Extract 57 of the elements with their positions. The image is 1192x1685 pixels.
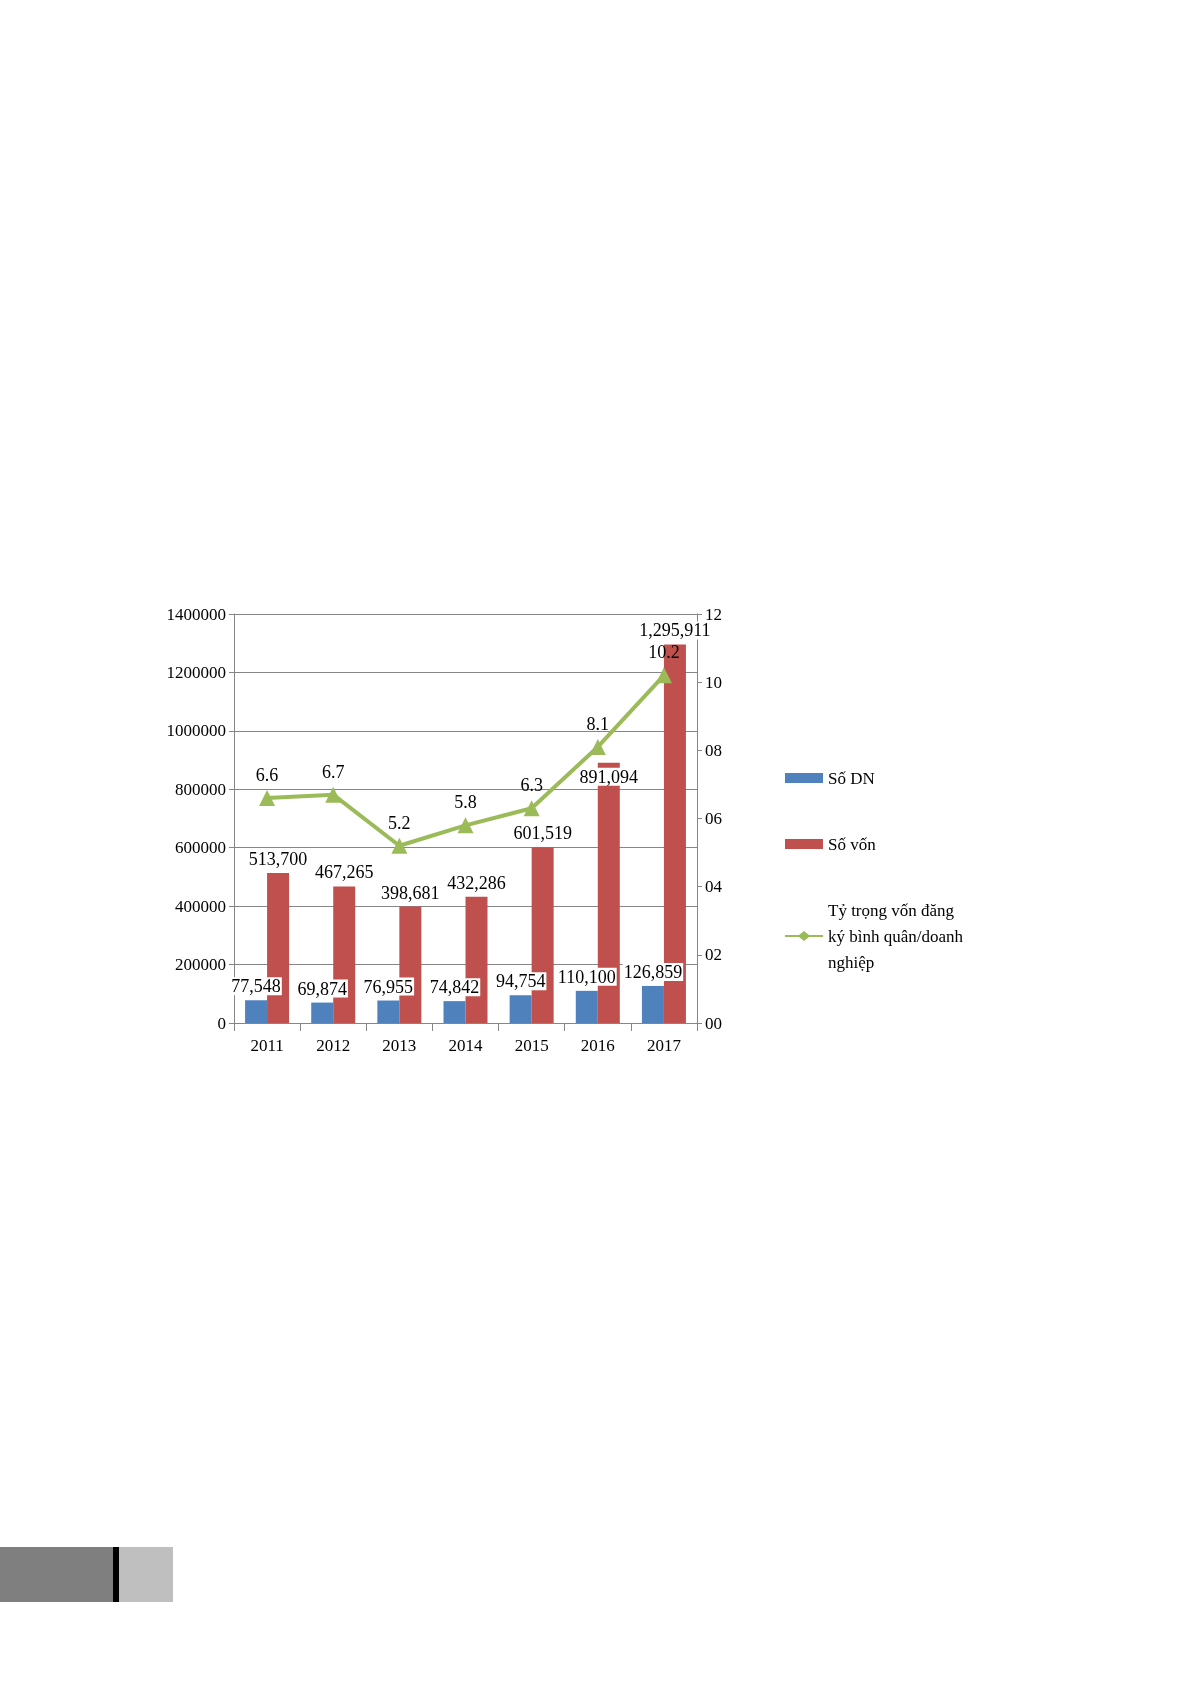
y-tick-label: 200000 [175,955,226,975]
x-tick-label: 2013 [382,1036,417,1055]
data-label: 76,955 [363,976,414,997]
data-label: 94,754 [495,971,546,992]
legend-label: Số DN [828,768,875,788]
data-label: 126,859 [623,961,683,982]
y-tick-label: 400000 [175,896,226,916]
data-label: 601,519 [513,823,572,844]
data-label: 467,265 [314,862,374,883]
y2-tick-label: 06 [705,809,722,828]
y-tick-label: 1000000 [166,721,226,741]
point [655,667,672,684]
bar [245,1000,268,1023]
x-tick-label: 2014 [448,1036,483,1055]
y-tick-label: 800000 [175,779,226,799]
data-label: 1,295,911 [639,620,711,641]
y2-tick-label: 04 [705,877,723,897]
data-label: 6.6 [255,765,279,786]
x-tick-label: 2015 [514,1036,549,1055]
y-tick-label: 0 [217,1013,226,1033]
y-tick-label: 1400000 [166,604,226,624]
point [391,837,408,854]
data-label: 513,700 [248,848,308,869]
y-tick-label: 1200000 [166,662,226,682]
bar [377,1000,400,1023]
data-label: 6.7 [321,761,345,782]
data-label: 891,094 [579,766,639,787]
data-label: 110,100 [557,966,616,987]
bar [443,1001,466,1023]
x-tick-label: 2012 [316,1036,351,1055]
y2-tick-label: 00 [705,1013,722,1033]
data-label: 432,286 [447,872,506,893]
point [325,786,342,803]
bar [509,995,532,1023]
data-label: 69,874 [297,978,347,999]
x-tick-label: 2016 [580,1036,615,1055]
data-label: 5.8 [454,792,477,813]
point [457,817,474,834]
legend-label: Tỷ trọng vốn đăng ký bình quân/doanh nghiệp [828,900,968,972]
bar [311,1002,334,1023]
y2-tick-label: 02 [705,945,722,965]
data-label: 8.1 [586,713,610,734]
y2-tick-label: 10 [705,672,722,692]
data-label: 77,548 [231,976,281,997]
data-label: 74,842 [429,977,480,998]
bar [575,990,598,1023]
point [259,790,276,807]
legend-label: Số vốn [828,834,877,854]
x-tick-label: 2017 [646,1036,682,1055]
bar [641,985,664,1023]
point [523,800,540,817]
data-label: 5.2 [388,812,411,833]
data-label: 6.3 [520,775,543,796]
y2-tick-label: 08 [705,740,722,760]
data-label: 398,681 [381,882,440,903]
x-tick-label: 2011 [250,1036,284,1055]
y-tick-label: 600000 [175,838,226,858]
